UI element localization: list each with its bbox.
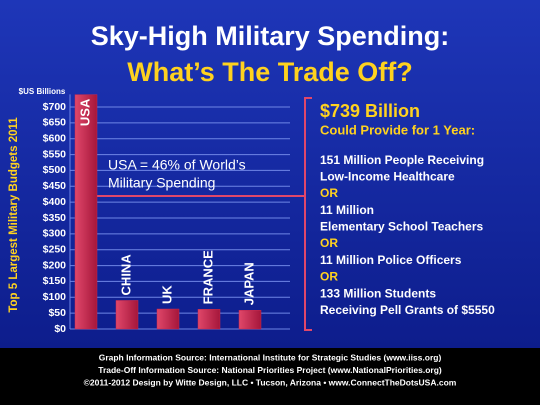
- panel-separator: OR: [320, 270, 338, 284]
- panel-separator: OR: [320, 236, 338, 250]
- y-tick-label: $450: [43, 180, 67, 192]
- footer-line: Graph Information Source: International …: [99, 352, 442, 362]
- bar-label: UK: [159, 285, 174, 304]
- bar: [115, 300, 139, 330]
- panel-item: Elementary School Teachers: [320, 220, 484, 234]
- bar-label: FRANCE: [200, 250, 215, 304]
- y-tick-label: $600: [43, 132, 67, 144]
- y-tick-label: $700: [43, 101, 67, 113]
- y-tick-label: $500: [43, 164, 67, 176]
- annotation: Military Spending: [108, 175, 215, 191]
- panel-item: 11 Million Police Officers: [320, 253, 462, 267]
- y-tick-label: $50: [48, 307, 66, 319]
- bracket: [304, 97, 312, 331]
- y-tick-label: $250: [43, 243, 67, 255]
- y-tick-label: $550: [43, 148, 67, 160]
- y-tick-label: $650: [43, 117, 67, 129]
- y-tick-label: $0: [54, 323, 66, 335]
- footer-line: Trade-Off Information Source: National P…: [98, 365, 442, 375]
- bar: [156, 308, 180, 330]
- y-tick-label: $100: [43, 291, 67, 303]
- chart-subtitle: What’s The Trade Off?: [127, 57, 413, 87]
- y-axis-label: Top 5 Largest Military Budgets 2011: [8, 117, 20, 313]
- y-tick-label: $350: [43, 212, 67, 224]
- footer-line: ©2011-2012 Design by Witte Design, LLC •…: [84, 377, 457, 387]
- panel-item: 151 Million People Receiving: [320, 153, 484, 167]
- y-tick-label: $200: [43, 259, 67, 271]
- bar: [197, 309, 221, 330]
- panel-item: Low-Income Healthcare: [320, 170, 455, 184]
- y-tick-label: $400: [43, 196, 67, 208]
- panel-item: 133 Million Students: [320, 287, 436, 301]
- bar-label: CHINA: [118, 254, 133, 296]
- panel-item: Receiving Pell Grants of $5550: [320, 303, 495, 317]
- panel-item: 11 Million: [320, 203, 374, 217]
- chart-title: Sky-High Military Spending:: [91, 21, 450, 51]
- annotation: USA = 46% of World’s: [108, 157, 246, 173]
- panel-separator: OR: [320, 186, 338, 200]
- panel-heading: $739 Billion: [320, 101, 420, 121]
- y-tick-label: $150: [43, 275, 67, 287]
- bar-label: USA: [77, 98, 92, 126]
- y-tick-label: $300: [43, 228, 67, 240]
- unit-label: $US Billions: [19, 87, 66, 96]
- footer-background: [0, 348, 540, 405]
- bar: [238, 310, 262, 330]
- footer: Graph Information Source: International …: [84, 352, 457, 387]
- bar: [74, 94, 98, 330]
- bar-label: JAPAN: [241, 262, 256, 305]
- panel-subheading: Could Provide for 1 Year:: [320, 122, 475, 137]
